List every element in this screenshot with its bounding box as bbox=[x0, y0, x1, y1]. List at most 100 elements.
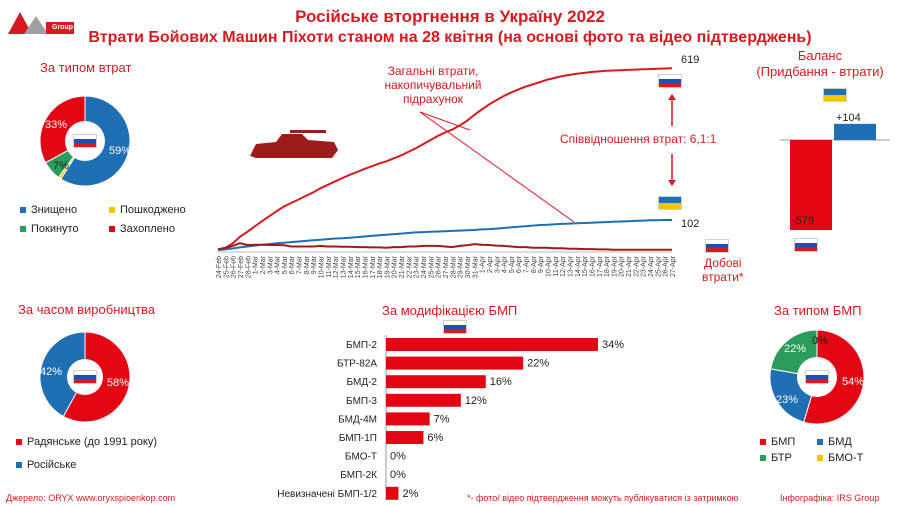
production-label-russian: 42% bbox=[40, 366, 63, 378]
x-tick-label: 2-Apr bbox=[487, 255, 494, 273]
x-tick-label: 30-Mar bbox=[465, 255, 472, 278]
bar-value-label: 12% bbox=[465, 395, 487, 407]
russia-flag-icon bbox=[794, 238, 818, 252]
russia-flag-icon bbox=[73, 134, 97, 148]
bar-value-label: 0% bbox=[390, 451, 406, 463]
legend-bmo: БМО-Т bbox=[817, 452, 863, 464]
legend-swatch bbox=[20, 207, 26, 213]
bar-category-label: БМП-3 bbox=[346, 396, 377, 407]
x-tick-label: 7-Mar bbox=[297, 255, 304, 274]
x-tick-label: 26-Feb bbox=[231, 256, 238, 278]
x-tick-label: 24-Feb bbox=[216, 256, 223, 278]
ratio-arrows bbox=[668, 94, 676, 186]
x-tick-label: 27-Mar bbox=[443, 255, 450, 278]
x-tick-label: 17-Apr bbox=[597, 255, 604, 277]
x-tick-label: 26-Apr bbox=[663, 255, 670, 277]
annot-line: накопичувальний bbox=[384, 78, 482, 92]
legend-swatch bbox=[760, 439, 766, 445]
series-ru-total bbox=[217, 67, 673, 251]
bar-6 bbox=[386, 431, 424, 444]
ifv-label-btr: 22% bbox=[784, 343, 807, 355]
series-daily bbox=[217, 242, 672, 251]
x-tick-label: 14-Mar bbox=[348, 255, 355, 278]
x-tick-label: 8-Apr bbox=[531, 255, 538, 273]
x-tick-label: 13-Apr bbox=[567, 255, 574, 277]
x-tick-label: 22-Apr bbox=[633, 255, 640, 277]
footer-source: Джерело: ORYX www.oryxspioenkop.com bbox=[6, 493, 176, 503]
legend-label: Пошкоджено bbox=[120, 204, 186, 216]
x-tick-label: 19-Mar bbox=[384, 255, 391, 278]
legend-swatch bbox=[817, 439, 823, 445]
loss-label-abandoned: 7% bbox=[53, 160, 69, 172]
x-tick-label: 9-Apr bbox=[538, 255, 545, 273]
legend-captured: Захоплено bbox=[109, 223, 175, 235]
x-tick-label: 10-Mar bbox=[319, 255, 326, 278]
bar-category-label: БМП-1П bbox=[339, 433, 377, 444]
page-subtitle: Втрати Бойових Машин Піхоти станом на 28… bbox=[88, 29, 812, 46]
bar-category-label: БМП-2К bbox=[340, 470, 377, 481]
legend-swatch bbox=[817, 455, 823, 461]
footer-note: *- фото/ відео підтвердження можуть публ… bbox=[467, 493, 739, 503]
legend-label: Знищено bbox=[31, 204, 78, 216]
legend-abandoned: Покинуто bbox=[20, 223, 79, 235]
x-tick-label: 18-Apr bbox=[604, 255, 611, 277]
bar-category-label: БМД-4М bbox=[338, 414, 377, 425]
x-tick-label: 12-Mar bbox=[333, 255, 340, 278]
legend-btr: БТР bbox=[760, 452, 792, 464]
ifv-type-donut bbox=[769, 329, 865, 425]
bar-2 bbox=[386, 356, 524, 370]
loss-label-damaged: 1% bbox=[71, 166, 87, 178]
bar-1 bbox=[386, 338, 598, 351]
x-tick-label: 28-Feb bbox=[245, 256, 252, 278]
x-tick-label: 12-Apr bbox=[560, 255, 567, 277]
x-tick-label: 22-Mar bbox=[406, 255, 413, 278]
x-tick-label: 25-Apr bbox=[655, 255, 662, 277]
x-tick-label: 8-Mar bbox=[304, 255, 311, 274]
end-label-ua: 102 bbox=[681, 218, 699, 230]
x-tick-label: 11-Apr bbox=[553, 255, 560, 276]
bar-value-label: 0% bbox=[390, 469, 406, 481]
x-tick-label: 7-Apr bbox=[524, 255, 531, 273]
legend-bmd: БМД bbox=[817, 436, 852, 448]
logo: Group bbox=[6, 8, 76, 38]
russia-flag-icon bbox=[443, 320, 467, 334]
ifv-label-bmp: 54% bbox=[842, 376, 865, 388]
series-ua-total bbox=[217, 219, 672, 251]
x-tick-label: 10-Apr bbox=[546, 255, 553, 277]
annotation-ratio: Співвідношення втрат: 6,1:1 bbox=[560, 132, 717, 146]
legend-label: Радянське (до 1991 року) bbox=[27, 436, 157, 448]
ukraine-flag-icon bbox=[823, 88, 847, 102]
ifv-label-bmo: 0% bbox=[812, 335, 828, 347]
bar-category-label: БМО-Т bbox=[345, 452, 377, 463]
x-tick-label: 4-Apr bbox=[502, 255, 509, 273]
balance-bar-ru bbox=[790, 140, 832, 230]
x-tick-label: 25-Mar bbox=[428, 255, 435, 278]
x-tick-label: 18-Mar bbox=[377, 255, 384, 278]
x-tick-label: 24-Apr bbox=[648, 255, 655, 277]
x-tick-label: 28-Mar bbox=[450, 255, 457, 278]
arrow-to-ru bbox=[419, 111, 471, 131]
x-tick-label: 31-Mar bbox=[472, 255, 479, 278]
logo-text: Group bbox=[52, 24, 73, 31]
legend-label: Захоплено bbox=[120, 223, 175, 235]
legend-label: Покинуто bbox=[31, 223, 79, 235]
annotation-total-losses: Загальні втрати, накопичувальний підраху… bbox=[378, 64, 488, 106]
bar-value-label: 34% bbox=[602, 339, 624, 351]
bar-category-label: Невизначені БМП-1/2 bbox=[277, 489, 377, 500]
bar-9 bbox=[386, 486, 399, 500]
x-tick-label: 16-Mar bbox=[362, 255, 369, 278]
legend-swatch bbox=[16, 462, 22, 468]
x-tick-label: 13-Mar bbox=[340, 255, 347, 278]
x-tick-label: 3-Apr bbox=[494, 255, 501, 273]
bar-value-label: 22% bbox=[527, 358, 549, 370]
x-tick-label: 6-Mar bbox=[289, 255, 296, 274]
annot-line: підрахунок bbox=[402, 92, 464, 106]
x-tick-label: 5-Mar bbox=[282, 255, 289, 274]
x-tick-label: 14-Apr bbox=[575, 255, 582, 277]
ukraine-flag-icon bbox=[658, 196, 682, 210]
annot-line: Добові bbox=[704, 256, 742, 270]
legend-bmp: БМП bbox=[760, 436, 795, 448]
balance-label-ua: +104 bbox=[836, 112, 861, 124]
balance-label-ru: -579 bbox=[792, 215, 814, 227]
x-tick-label: 16-Apr bbox=[589, 255, 596, 277]
